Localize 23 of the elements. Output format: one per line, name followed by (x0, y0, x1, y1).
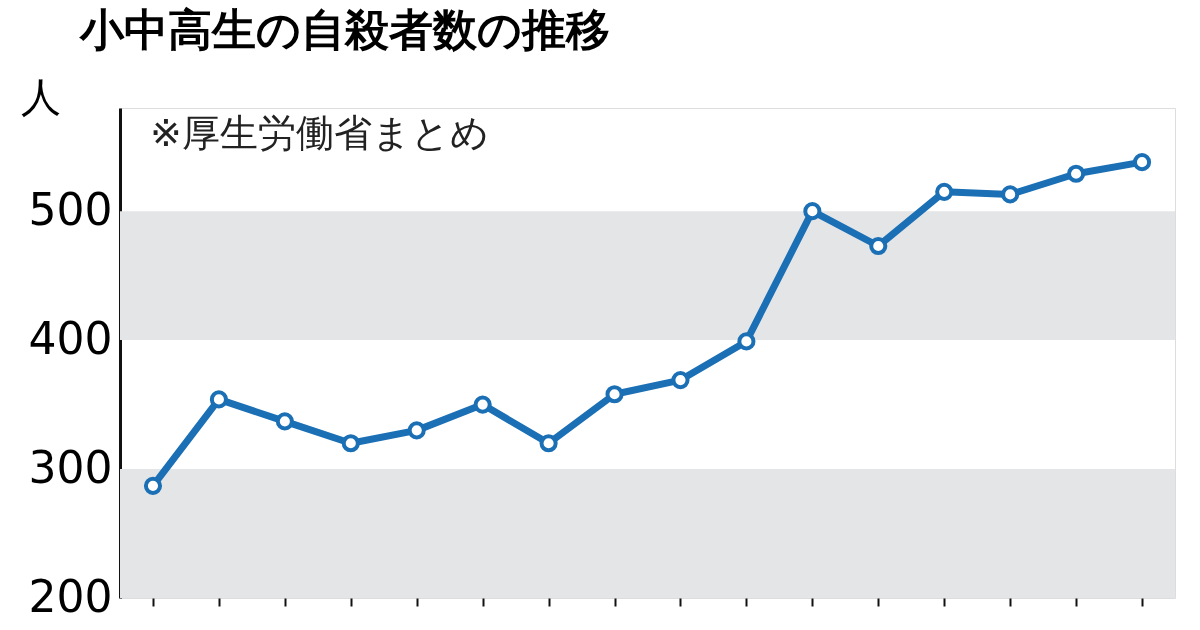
point (143, 476, 163, 495)
y-tick-label: 400 (28, 312, 113, 364)
point (869, 236, 888, 256)
point (737, 332, 756, 351)
point (1067, 164, 1086, 183)
y-axis-title: 人 (20, 73, 61, 120)
point (539, 434, 558, 453)
point (209, 390, 228, 409)
point (341, 434, 360, 453)
chart-title: 小中高生の自殺者数の推移 (78, 4, 610, 55)
point (275, 412, 294, 431)
y-tick-label: 500 (28, 183, 113, 235)
point (605, 385, 624, 404)
point (803, 202, 822, 221)
point (935, 182, 954, 201)
point (671, 371, 690, 390)
point (1001, 185, 1020, 204)
point (1132, 153, 1152, 172)
y-tick-label: 200 (28, 570, 113, 622)
point (407, 421, 426, 440)
point (473, 395, 492, 414)
annotation: ※厚生労働省まとめ (150, 111, 489, 155)
y-tick-label: 300 (28, 441, 113, 493)
